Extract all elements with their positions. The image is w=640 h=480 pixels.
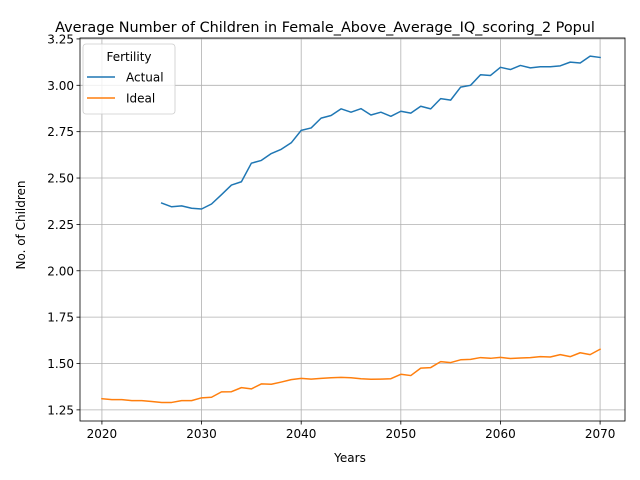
y-tick-label: 2.75 (47, 125, 74, 139)
x-tick-label: 2060 (485, 427, 516, 441)
y-axis-label: No. of Children (14, 180, 28, 269)
series-layer (101, 55, 602, 404)
x-tick-label: 2050 (386, 427, 417, 441)
legend-box (82, 43, 176, 115)
x-tick-label: 2070 (585, 427, 616, 441)
legend-label-ideal: Ideal (126, 92, 155, 106)
y-tick-label: 2.50 (47, 172, 74, 186)
y-tick-label: 3.00 (47, 79, 74, 93)
plot-frame (79, 37, 626, 422)
y-tick-label: 2.00 (47, 264, 74, 278)
x-axis-label: Years (333, 451, 366, 465)
y-tick-label: 3.25 (47, 32, 74, 46)
x-tick-label: 2040 (286, 427, 317, 441)
series-line-actual (160, 55, 601, 210)
y-tick-label: 2.25 (47, 218, 74, 232)
y-axis-ticks: 1.25 1.50 1.75 2.00 2.25 2.50 2.75 3.00 3.25 (47, 32, 80, 417)
y-tick-label: 1.50 (47, 357, 74, 371)
y-tick-label: 1.75 (47, 311, 74, 325)
legend-title: Fertility (106, 50, 151, 64)
x-tick-label: 2020 (87, 427, 118, 441)
legend: Fertility Actual Ideal (82, 43, 176, 115)
x-tick-label: 2030 (186, 427, 217, 441)
chart-title: Average Number of Children in Female_Abo… (55, 20, 595, 36)
y-tick-label: 1.25 (47, 403, 74, 417)
series-line-ideal (101, 348, 602, 404)
legend-label-actual: Actual (126, 71, 164, 85)
x-axis-ticks: 2020 2030 2040 2050 2060 2070 (87, 421, 616, 441)
grid (80, 38, 625, 421)
